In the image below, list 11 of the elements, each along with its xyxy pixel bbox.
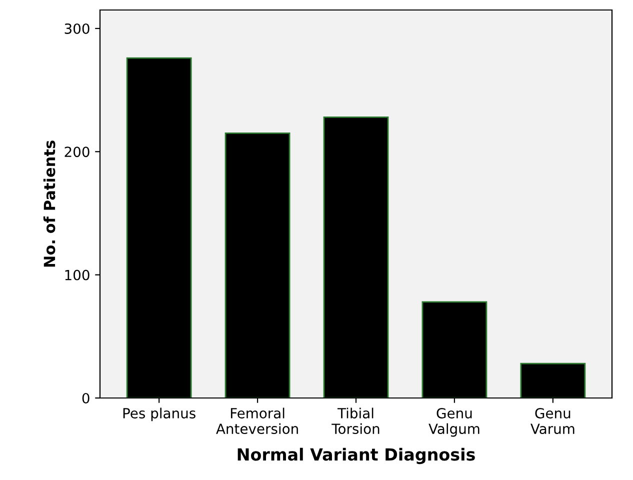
- y-tick-label: 100: [65, 270, 90, 280]
- x-tick-label: Genu Valgum: [428, 408, 480, 437]
- x-tick-label: Tibial Torsion: [332, 408, 380, 434]
- x-tick-label: Genu Varum: [530, 408, 574, 434]
- y-tick-label: 300: [64, 23, 90, 34]
- x-axis-title: Normal Variant Diagnosis: [238, 448, 475, 464]
- x-tick-label: Pes planus: [123, 408, 196, 422]
- y-axis-title: No. of Patients: [43, 140, 56, 267]
- y-tick-label: 0: [82, 392, 90, 404]
- x-tick-label: Femoral Anteversion: [216, 408, 298, 434]
- y-tick-label: 200: [64, 146, 90, 158]
